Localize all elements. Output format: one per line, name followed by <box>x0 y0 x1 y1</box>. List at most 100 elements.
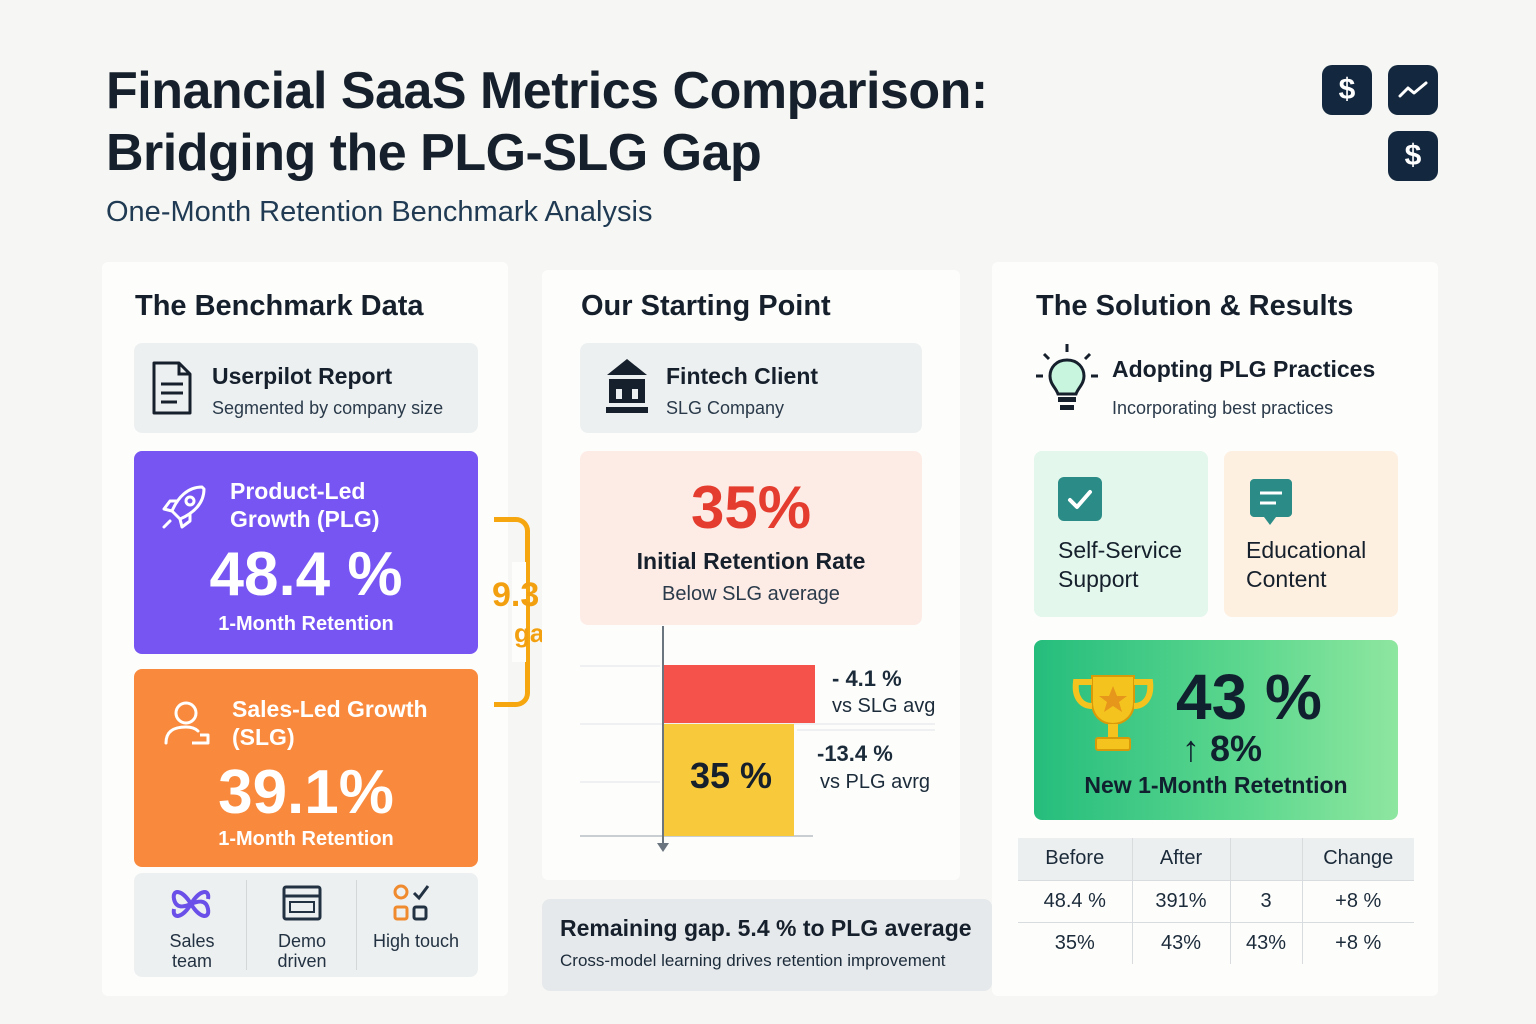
knot-icon <box>171 890 211 918</box>
table-cell: +8 % <box>1302 879 1414 922</box>
client-title: Fintech Client <box>666 363 819 389</box>
checkbox-icon <box>1058 477 1102 521</box>
tile-label-line-1: Educational <box>1246 537 1367 563</box>
chart-axis-arrow <box>657 843 669 852</box>
feature-label-line-2: driven <box>277 951 327 971</box>
plg-caption: 1-Month Retention <box>218 613 394 635</box>
retention-label: Initial Retention Rate <box>636 548 866 574</box>
results-table: Before After Change 48.4 % 391% 3 +8 % 3… <box>1018 838 1414 964</box>
table-cell: +8 % <box>1302 921 1414 964</box>
bar-value-label: 35 % <box>690 755 773 796</box>
message-icon <box>1250 479 1292 525</box>
table-header: Before <box>1018 838 1133 880</box>
feature-label-line-1: Demo <box>277 931 326 951</box>
plg-value: 48.4 % <box>209 540 403 609</box>
lightbulb-icon <box>1036 344 1098 410</box>
page-title: Financial SaaS Metrics Comparison: Bridg… <box>106 60 988 184</box>
table-cell: 35% <box>1018 921 1133 964</box>
slg-diff-label: vs SLG avg <box>832 695 936 717</box>
slg-label-line-1: Sales-Led Growth <box>232 696 428 722</box>
dollar-icon[interactable]: $ <box>1322 65 1372 115</box>
result-value: 43 % <box>1176 661 1322 733</box>
table-cell: 391% <box>1132 879 1231 922</box>
slg-caption: 1-Month Retention <box>218 828 394 850</box>
report-subtitle: Segmented by company size <box>212 398 444 418</box>
document-icon <box>152 361 192 415</box>
table-cell: 43% <box>1132 921 1231 964</box>
plg-card: Product-Led Growth (PLG) 48.4 % 1-Month … <box>134 451 478 654</box>
adopt-title: Adopting PLG Practices <box>1112 356 1376 382</box>
table-header-row: Before After Change <box>1018 838 1414 880</box>
remaining-gap-note: Cross-model learning drives retention im… <box>560 951 946 970</box>
benchmark-heading: The Benchmark Data <box>135 290 424 322</box>
slg-value: 39.1% <box>218 758 394 827</box>
table-cell: 43% <box>1230 921 1303 964</box>
table-header: Change <box>1302 838 1414 880</box>
feature-label: Sales team <box>138 931 246 971</box>
table-cell: 48.4 % <box>1018 879 1133 922</box>
trophy-icon <box>1072 675 1154 751</box>
browser-window-icon <box>282 885 322 921</box>
remaining-gap-title: Remaining gap. 5.4 % to PLG average <box>560 915 972 941</box>
feature-high-touch: High touch <box>360 873 472 977</box>
slg-diff: - 4.1 % <box>832 666 902 691</box>
plg-label: Product-Led Growth (PLG) <box>230 477 379 533</box>
feature-label-line-1: High touch <box>372 931 460 951</box>
feature-label: Demo driven <box>248 931 356 971</box>
retention-card: 35% Initial Retention Rate Below SLG ave… <box>580 451 922 625</box>
client-subtitle: SLG Company <box>666 398 785 418</box>
table-header: After <box>1132 838 1231 880</box>
retention-note: Below SLG average <box>662 583 840 605</box>
report-title: Userpilot Report <box>212 363 393 389</box>
feature-sales-team: Sales team <box>138 873 246 977</box>
plg-label-line-1: Product-Led <box>230 478 366 504</box>
starting-heading: Our Starting Point <box>581 290 831 322</box>
feature-divider <box>356 880 357 970</box>
result-label: New 1-Month Retetntion <box>1084 772 1348 798</box>
result-change: ↑ 8% <box>1182 728 1263 769</box>
dollar-icon[interactable]: $ <box>1388 131 1438 181</box>
tile-label-line-2: Content <box>1246 566 1327 592</box>
tile-label-line-2: Support <box>1058 566 1139 592</box>
plg-diff: -13.4 % <box>817 741 893 766</box>
result-card: 43 % ↑ 8% New 1-Month Retetntion <box>1034 640 1398 820</box>
slg-label: Sales-Led Growth (SLG) <box>232 695 428 751</box>
retention-chart <box>580 626 935 852</box>
client-card: Fintech Client SLG Company <box>580 343 922 433</box>
remaining-gap-card: Remaining gap. 5.4 % to PLG average Cros… <box>542 899 992 991</box>
feature-label-line-1: Sales <box>169 931 215 951</box>
user-icon <box>164 701 210 745</box>
trend-line-icon[interactable] <box>1388 65 1438 115</box>
feature-label-line-2: team <box>171 951 213 971</box>
features-strip <box>134 873 478 977</box>
tile-label-line-1: Self-Service <box>1058 537 1182 563</box>
gap-bracket <box>494 517 530 707</box>
retention-value: 35% <box>690 474 812 541</box>
table-row: 35% 43% 43% +8 % <box>1018 921 1414 964</box>
self-service-label: Self-Service Support <box>1058 536 1182 594</box>
grid-check-icon <box>393 884 430 921</box>
feature-label: High touch <box>360 931 472 951</box>
retention-bar <box>664 724 794 836</box>
solution-heading: The Solution & Results <box>1036 290 1354 322</box>
table-row: 48.4 % 391% 3 +8 % <box>1018 879 1414 922</box>
plg-label-line-2: Growth (PLG) <box>230 506 380 532</box>
slg-gap-bar <box>664 665 815 723</box>
educational-label: Educational Content <box>1246 536 1366 594</box>
slg-card: Sales-Led Growth (SLG) 39.1% 1-Month Ret… <box>134 669 478 867</box>
plg-diff-label: vs PLG avrg <box>820 771 931 793</box>
title-line-1: Financial SaaS Metrics Comparison: <box>106 62 988 120</box>
adopt-subtitle: Incorporating best practices <box>1112 398 1334 418</box>
rocket-icon <box>162 485 206 529</box>
table-header <box>1230 838 1303 880</box>
title-line-2: Bridging the PLG-SLG Gap <box>106 124 762 182</box>
slg-label-line-2: (SLG) <box>232 724 295 750</box>
table-cell: 3 <box>1230 879 1303 922</box>
self-service-tile: Self-Service Support <box>1034 451 1208 617</box>
feature-demo-driven: Demo driven <box>248 873 356 977</box>
educational-tile: Educational Content <box>1224 451 1398 617</box>
page-subtitle: One-Month Retention Benchmark Analysis <box>106 196 653 228</box>
report-card: Userpilot Report Segmented by company si… <box>134 343 478 433</box>
feature-divider <box>246 880 247 970</box>
bank-icon <box>606 359 648 413</box>
